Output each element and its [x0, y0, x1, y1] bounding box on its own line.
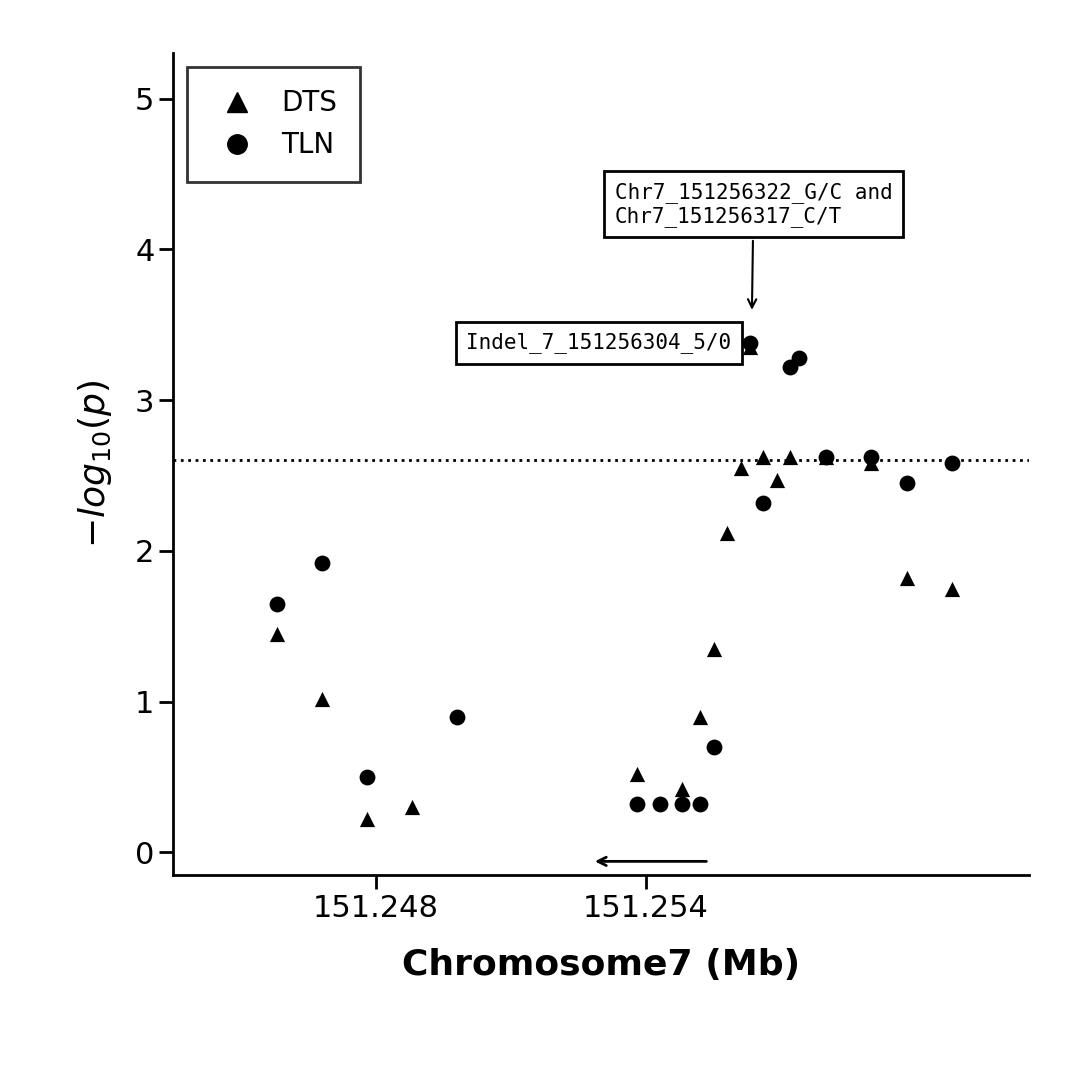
Point: [818, 449, 835, 466]
Point: [269, 595, 286, 612]
Point: [313, 555, 330, 572]
Point: [943, 455, 961, 472]
Point: [651, 796, 668, 813]
Point: [705, 640, 722, 657]
Y-axis label: $-log_{10}(p)$: $-log_{10}(p)$: [76, 380, 114, 548]
Point: [741, 334, 758, 351]
Point: [862, 455, 879, 472]
Point: [691, 708, 708, 726]
Point: [691, 796, 708, 813]
Point: [674, 796, 691, 813]
Point: [782, 359, 799, 376]
Point: [628, 765, 645, 782]
Text: Chr7_151256322_G/C and
Chr7_151256317_C/T: Chr7_151256322_G/C and Chr7_151256317_C/…: [614, 181, 892, 307]
Point: [674, 780, 691, 797]
Point: [313, 690, 330, 707]
X-axis label: Chromosome7 (Mb): Chromosome7 (Mb): [402, 947, 800, 982]
Point: [741, 339, 758, 356]
Point: [899, 475, 916, 492]
Text: Indel_7_151256304_5/0: Indel_7_151256304_5/0: [466, 332, 747, 353]
Point: [768, 472, 785, 489]
Point: [782, 449, 799, 466]
Point: [755, 494, 772, 511]
Point: [755, 449, 772, 466]
Point: [899, 570, 916, 587]
Point: [718, 334, 735, 351]
Point: [791, 349, 808, 366]
Point: [718, 524, 735, 541]
Point: [358, 768, 376, 785]
Point: [943, 580, 961, 598]
Point: [818, 449, 835, 466]
Point: [705, 738, 722, 755]
Point: [732, 460, 749, 477]
Legend: DTS, TLN: DTS, TLN: [187, 67, 360, 181]
Point: [628, 796, 645, 813]
Point: [269, 625, 286, 642]
Point: [403, 798, 420, 815]
Point: [358, 811, 376, 828]
Point: [862, 449, 879, 466]
Point: [448, 708, 466, 726]
